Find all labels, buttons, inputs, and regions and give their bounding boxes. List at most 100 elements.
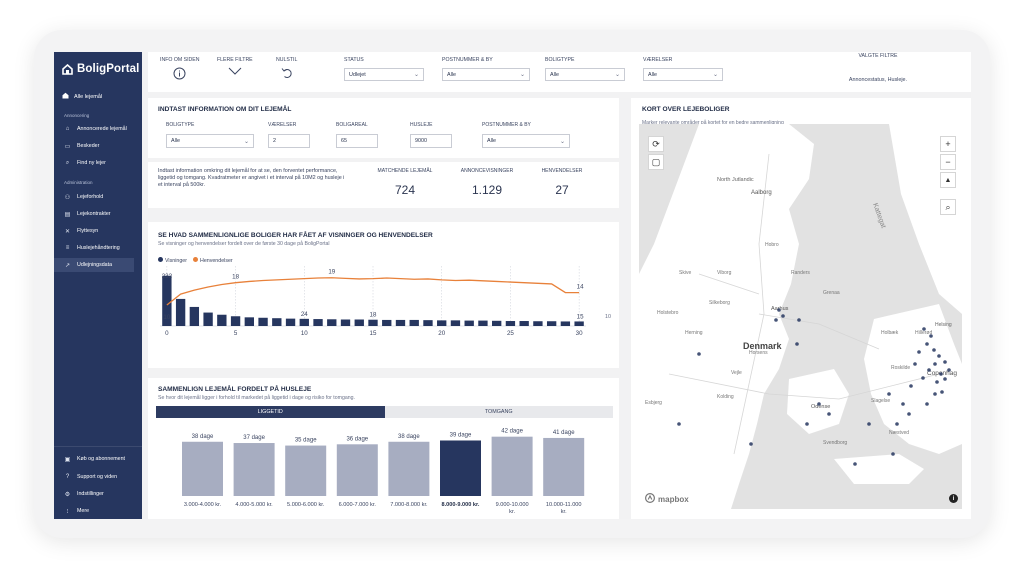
husleje-bar[interactable] [543,437,585,496]
sidebar-item-huslejehaandtering[interactable]: ≡ Huslejehåndtering [62,241,142,255]
selected-filters-title: VALGTE FILTRE [858,53,898,59]
sidebar-item-label: Support og viden [77,474,118,480]
map-info-icon[interactable]: i [949,494,958,503]
husleje-bar[interactable] [388,441,430,496]
listing-marker[interactable] [895,422,899,426]
visninger-bar [533,321,543,326]
listing-marker[interactable] [947,368,951,372]
vaerelser-input-value: 2 [273,138,276,144]
map-place-label: Aalborg [751,190,772,196]
husleje-bar[interactable] [182,441,223,496]
boligareal-input[interactable]: 65 [336,134,378,148]
listing-marker[interactable] [907,412,911,416]
listing-marker[interactable] [867,422,871,426]
sidebar-item-annoncerede[interactable]: ⌂ Annoncerede lejemål [62,122,142,136]
listing-marker[interactable] [797,318,801,322]
husleje-bar[interactable] [233,443,275,496]
visninger-bar [505,321,516,326]
listing-marker[interactable] [817,402,821,406]
listing-marker[interactable] [929,334,933,338]
listing-marker[interactable] [913,362,917,366]
sidebar-item-lejeforhold[interactable]: ⚇ Lejeforhold [62,190,142,204]
listing-marker[interactable] [943,377,947,381]
listing-marker[interactable] [925,342,929,346]
sidebar-item-find-lejer[interactable]: ⌕ Find ny lejer [62,156,142,170]
all-rentals-link[interactable]: Alle lejemål [62,92,102,101]
listing-marker[interactable] [887,392,891,396]
sidebar-item-label: Indstillinger [77,491,104,497]
zoom-in-button[interactable]: + [940,136,956,152]
listing-marker[interactable] [922,327,926,331]
boligtype-input[interactable]: Alle ⌄ [166,134,254,148]
map-place-label: North Jutlandic [717,177,754,183]
husleje-bar[interactable] [336,444,378,496]
listing-marker[interactable] [795,342,799,346]
postnummer-select[interactable]: Alle ⌄ [442,68,530,81]
listing-marker[interactable] [939,372,943,376]
x-tick-label: 15 [370,330,377,337]
combo-data-label: 15 [577,313,584,320]
sidebar-item-koeb[interactable]: ▣ Køb og abonnement [62,452,142,466]
listing-marker[interactable] [749,442,753,446]
listing-marker[interactable] [943,360,947,364]
reset-button[interactable]: NULSTIL [276,57,297,79]
listing-marker[interactable] [933,392,937,396]
listing-marker[interactable] [827,412,831,416]
listing-marker[interactable] [917,350,921,354]
boligtype-filter-label: BOLIGTYPE [545,57,575,63]
sidebar-item-indstillinger[interactable]: ⚙ Indstillinger [62,487,142,501]
info-circle-icon [173,67,186,80]
visninger-bar [272,318,282,326]
tab-liggetid[interactable]: LIGGETID [156,406,385,418]
all-rentals-label: Alle lejemål [74,93,103,100]
listing-marker[interactable] [901,402,905,406]
listing-marker[interactable] [891,452,895,456]
sidebar-item-support[interactable]: ? Support og viden [62,470,142,484]
tab-tomgang[interactable]: TOMGANG [484,409,513,415]
listing-marker[interactable] [774,318,778,322]
listing-marker[interactable] [935,380,939,384]
bar-value-label: 41 dage [553,430,575,436]
rect-select-button[interactable]: ▢ [648,154,664,170]
boligtype-select[interactable]: Alle ⌄ [545,68,625,81]
listing-marker[interactable] [777,308,781,312]
listing-marker[interactable] [940,390,944,394]
logo[interactable]: BoligPortal [62,63,139,75]
listing-marker[interactable] [937,354,941,358]
sidebar-item-udlejningsdata[interactable]: ↗ Udlejningsdata [54,258,134,272]
listing-marker[interactable] [909,384,913,388]
sidebar-item-lejekontrakter[interactable]: ▤ Lejekontrakter [62,207,142,221]
sidebar-item-flyttesyn[interactable]: ✕ Flyttesyn [62,224,142,238]
husleje-bar[interactable] [491,436,533,496]
listing-marker[interactable] [781,314,785,318]
postnummer-input[interactable]: Alle ⌄ [482,134,570,148]
lasso-select-button[interactable]: ⟳ [648,136,664,152]
vaerelser-select[interactable]: Alle ⌄ [643,68,723,81]
vaerelser-input[interactable]: 2 [268,134,310,148]
listing-marker[interactable] [927,368,931,372]
status-select[interactable]: Udlejet ⌄ [344,68,424,81]
listing-marker[interactable] [697,352,701,356]
sidebar-item-beskeder[interactable]: ▭ Beskeder [62,139,142,153]
listing-marker[interactable] [805,422,809,426]
husleje-input[interactable]: 9000 [410,134,452,148]
zoom-out-button[interactable]: − [940,154,956,170]
more-filters-button[interactable]: FLERE FILTRE [217,57,253,76]
sidebar-item-mere[interactable]: ⁝ Mere [62,504,142,518]
visninger-bar [299,318,309,326]
listing-marker[interactable] [925,402,929,406]
mapbox-attribution[interactable]: mapbox [644,492,689,505]
listing-marker[interactable] [677,422,681,426]
listing-marker[interactable] [932,348,936,352]
compass-button[interactable]: ▲ [940,172,956,188]
info-button[interactable]: INFO OM SIDEN [160,57,199,80]
husleje-bar[interactable] [440,440,481,496]
combo-data-label: 232 [162,273,173,280]
husleje-bar[interactable] [285,445,327,496]
search-map-button[interactable]: ⌕ [940,199,956,215]
listing-marker[interactable] [921,376,925,380]
listing-marker[interactable] [933,362,937,366]
boligtype-input-value: Alle [171,138,180,144]
listing-marker[interactable] [853,462,857,466]
